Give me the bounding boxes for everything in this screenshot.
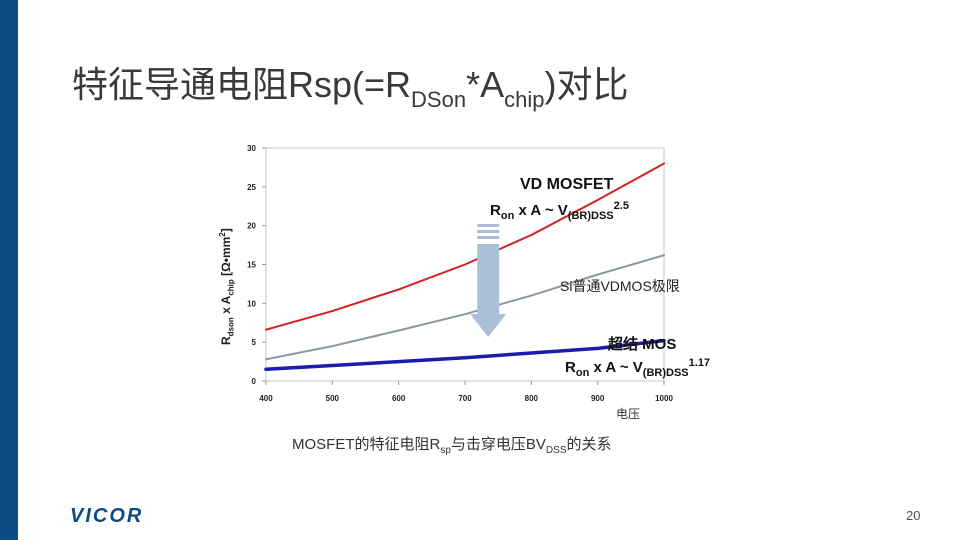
arrow-head (470, 314, 507, 337)
arrow-stripe (477, 236, 500, 239)
left-accent-bar (0, 0, 18, 540)
y-tick-label: 10 (247, 299, 256, 308)
y-tick-label: 30 (247, 144, 256, 153)
x-tick-label: 700 (458, 394, 472, 403)
vd-mosfet-curve (265, 162, 665, 331)
arrow-stripe (477, 224, 500, 227)
vicor-logo: VICOR (70, 505, 144, 527)
y-tick-label: 0 (252, 377, 257, 386)
x-tick-label: 800 (525, 394, 539, 403)
vd-mosfet-formula: Ron x A ~ V(BR)DSS2.5 (490, 200, 629, 222)
x-tick-label: 900 (591, 394, 605, 403)
y-tick-label: 15 (247, 261, 256, 270)
x-tick-label: 1000 (655, 394, 673, 403)
x-axis-label: 电压 (616, 407, 641, 421)
y-tick-label: 25 (247, 183, 256, 192)
y-tick-label: 20 (247, 222, 256, 231)
y-tick-label: 5 (252, 338, 257, 347)
x-tick-label: 500 (326, 394, 340, 403)
superjunction-mos-label: 超结 MOS (608, 336, 677, 353)
slide-title: 特征导通电阻Rsp(=RDSon*Achip)对比 (72, 64, 629, 112)
figure-caption: MOSFET的特征电阻Rsp与击穿电压BVDSS的关系 (292, 436, 612, 456)
vd-mosfet-label: VD MOSFET (520, 176, 614, 193)
y-axis-label: Rdson x Achip [Ω•mm2] (218, 228, 236, 345)
arrow-shaft (477, 244, 500, 314)
x-tick-label: 400 (259, 394, 273, 403)
rsp-vs-voltage-chart: 0 5 10 15 20 25 30 400 500 600 700 800 900 1000 (247, 144, 673, 403)
superjunction-mos-formula: Ron x A ~ V(BR)DSS1.17 (565, 357, 711, 379)
si-vdmos-limit-curve (265, 254, 665, 361)
si-vdmos-limit-label: Si普通VDMOS极限 (560, 278, 680, 294)
page-number: 20 (906, 508, 921, 523)
x-tick-label: 600 (392, 394, 406, 403)
arrow-stripe (477, 230, 500, 233)
superjunction-curve (264, 338, 666, 372)
